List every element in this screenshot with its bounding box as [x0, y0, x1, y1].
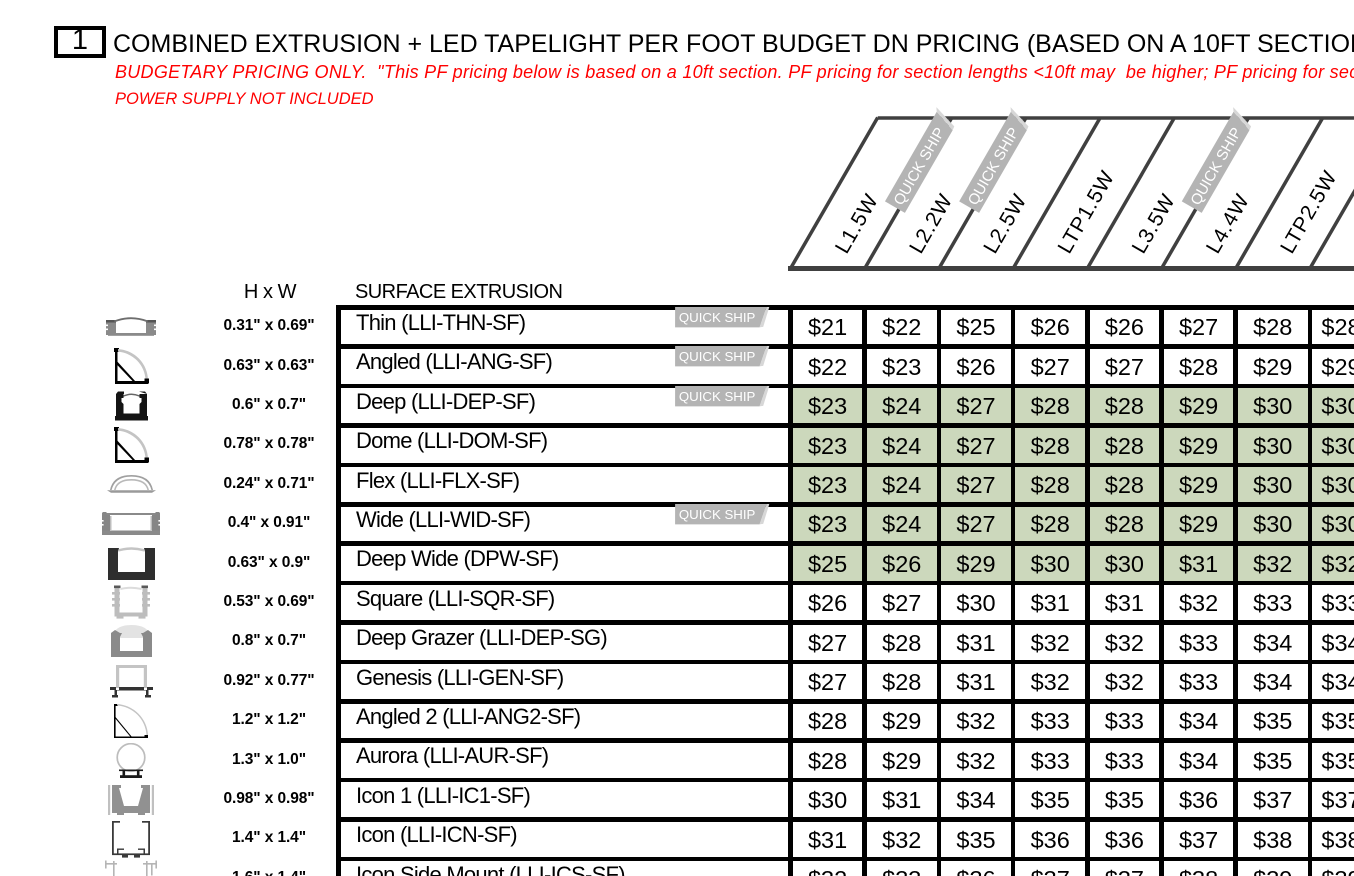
svg-text:QUICK SHIP: QUICK SHIP [679, 349, 756, 364]
svg-text:QUICK SHIP: QUICK SHIP [679, 310, 756, 325]
svg-text:QUICK SHIP: QUICK SHIP [679, 507, 756, 522]
svg-text:QUICK SHIP: QUICK SHIP [679, 389, 756, 404]
